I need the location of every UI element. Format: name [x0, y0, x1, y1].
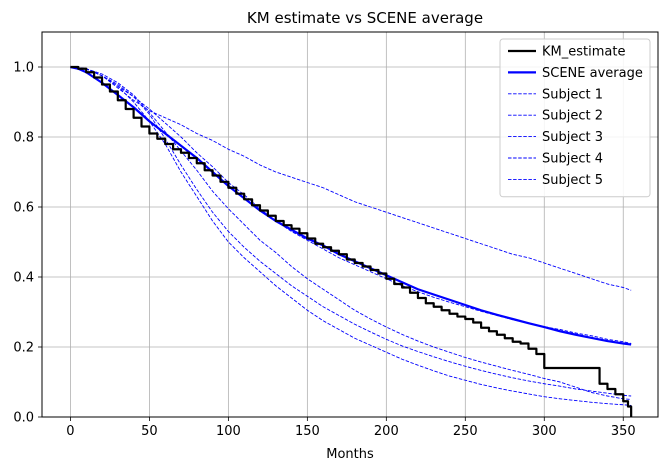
series-line-5 — [70, 66, 632, 400]
legend-box — [499, 38, 651, 198]
legend-label: Subject 5 — [542, 173, 603, 188]
x-tick-label: 0 — [66, 424, 74, 439]
x-tick-label: 200 — [374, 424, 399, 439]
axes-frame — [41, 31, 659, 418]
x-tick-label: 300 — [532, 424, 557, 439]
legend: KM_estimate SCENE average Subject 1 Subject… — [499, 38, 651, 198]
legend-label: SCENE average — [542, 66, 643, 81]
y-tick-label: 0.6 — [13, 201, 34, 216]
x-tick-label: 50 — [141, 424, 158, 439]
y-tick-label: 0.0 — [13, 411, 34, 426]
x-tick-label: 350 — [611, 424, 636, 439]
series-layer — [70, 65, 633, 417]
series-line-6 — [70, 66, 632, 406]
axis-ticks: 0 50 100 150 200 250 300 350 0.0 0.2 0.4 0.6 0.8 1.0 — [13, 61, 635, 440]
legend-label: KM_estimate — [542, 45, 625, 60]
x-axis-label: Months — [326, 447, 374, 462]
series-line-2 — [70, 66, 632, 291]
legend-label: Subject 3 — [542, 130, 603, 145]
series-line-0 — [70, 65, 633, 417]
x-tick-label: 100 — [216, 424, 241, 439]
y-tick-label: 0.8 — [13, 131, 34, 146]
y-tick-label: 1.0 — [13, 61, 34, 76]
y-tick-label: 0.4 — [13, 271, 34, 286]
chart-title: KM estimate vs SCENE average — [247, 9, 483, 27]
legend-label: Subject 1 — [542, 87, 603, 102]
x-tick-label: 250 — [453, 424, 478, 439]
y-tick-label: 0.2 — [13, 341, 34, 356]
legend-label: Subject 2 — [542, 109, 603, 124]
x-tick-label: 150 — [295, 424, 320, 439]
legend-label: Subject 4 — [542, 152, 603, 167]
